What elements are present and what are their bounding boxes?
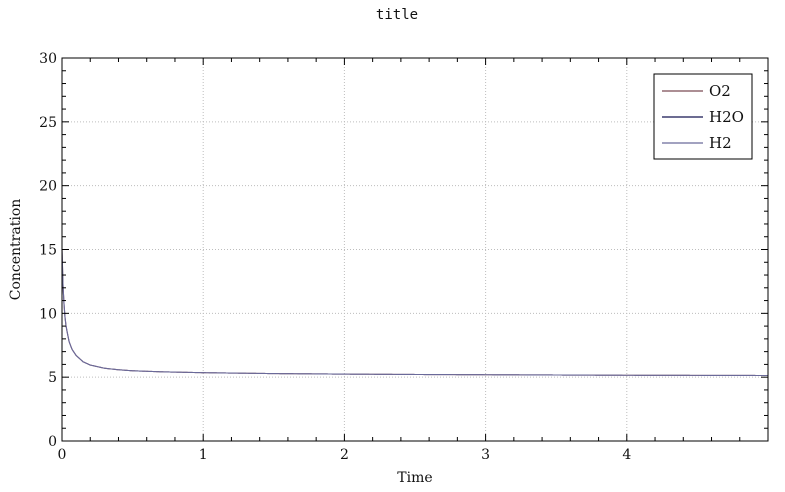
x-axis-title: Time — [397, 470, 432, 486]
grid — [62, 58, 768, 441]
x-tick-labels: 0 1 2 3 4 — [58, 447, 632, 463]
x-tick-label: 2 — [340, 447, 349, 463]
x-tick-label: 1 — [199, 447, 208, 463]
y-axis-title: Concentration — [8, 199, 24, 301]
legend: O2 H2O H2 — [653, 73, 753, 160]
legend-label-h2: H2 — [709, 134, 732, 152]
legend-label-h2o: H2O — [709, 108, 744, 126]
x-tick-label: 0 — [58, 447, 67, 463]
x-tick-label: 3 — [481, 447, 490, 463]
y-tick-label: 25 — [39, 115, 57, 131]
y-tick-label: 30 — [39, 51, 57, 67]
y-tick-label: 0 — [48, 434, 57, 450]
y-tick-label: 10 — [39, 306, 57, 322]
y-tick-label: 5 — [48, 370, 57, 386]
series-line-o2 — [61, 249, 768, 377]
series-line-h2 — [61, 249, 768, 377]
x-tick-label: 4 — [622, 447, 631, 463]
tick-marks — [61, 57, 769, 442]
chart-title: title — [376, 7, 418, 23]
legend-label-o2: O2 — [709, 82, 731, 100]
y-tick-label: 20 — [39, 179, 57, 195]
y-tick-labels: 0 5 10 15 20 25 30 — [39, 51, 57, 450]
y-tick-label: 15 — [39, 243, 57, 259]
series-layer — [61, 249, 768, 377]
